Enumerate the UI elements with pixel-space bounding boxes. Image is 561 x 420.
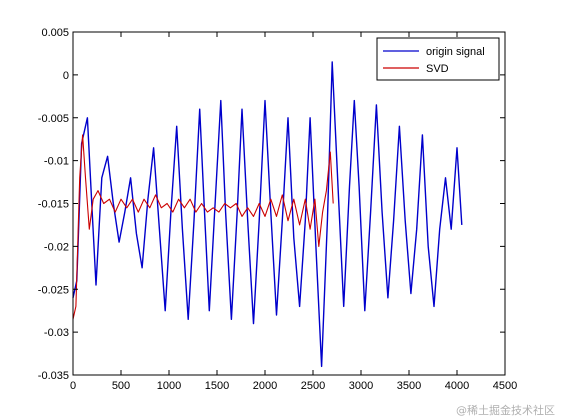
y-tick-label: -0.005 <box>38 113 69 125</box>
x-tick-label: 500 <box>112 380 130 392</box>
legend: origin signal SVD <box>376 37 500 81</box>
x-tick-label: 1000 <box>157 380 181 392</box>
y-tick-label: -0.02 <box>44 241 69 253</box>
watermark: @稀土掘金技术社区 <box>456 404 555 417</box>
x-tick-label: 4000 <box>445 380 469 392</box>
series-line-origin-signal <box>72 61 463 368</box>
legend-label-origin-signal: origin signal <box>426 46 485 58</box>
x-tick-label: 2500 <box>301 380 325 392</box>
y-tick-label: -0.015 <box>38 199 69 211</box>
y-tick-label: 0.005 <box>41 27 69 39</box>
x-tick-label: 1500 <box>205 380 229 392</box>
y-tick-label: -0.01 <box>44 156 69 168</box>
x-tick-label: 2000 <box>253 380 277 392</box>
x-tick-label: 4500 <box>493 380 517 392</box>
y-axis: 0.005 0 -0.005 -0.01 -0.015 -0.02 -0.025 -0.03 -… <box>38 27 505 382</box>
x-tick-label: 3500 <box>397 380 421 392</box>
x-tick-label: 0 <box>70 380 76 392</box>
plot-background <box>73 32 505 375</box>
series-layer <box>72 61 463 368</box>
x-axis: 0 500 1000 1500 2000 2500 3000 3500 4000 4500 <box>70 32 517 392</box>
legend-box <box>376 37 500 81</box>
y-tick-label: 0 <box>63 70 69 82</box>
y-tick-label: -0.025 <box>38 284 69 296</box>
y-tick-label: -0.035 <box>38 370 69 382</box>
x-tick-label: 3000 <box>349 380 373 392</box>
series-line-svd <box>72 134 334 320</box>
legend-label-svd: SVD <box>426 63 449 75</box>
y-tick-label: -0.03 <box>44 327 69 339</box>
